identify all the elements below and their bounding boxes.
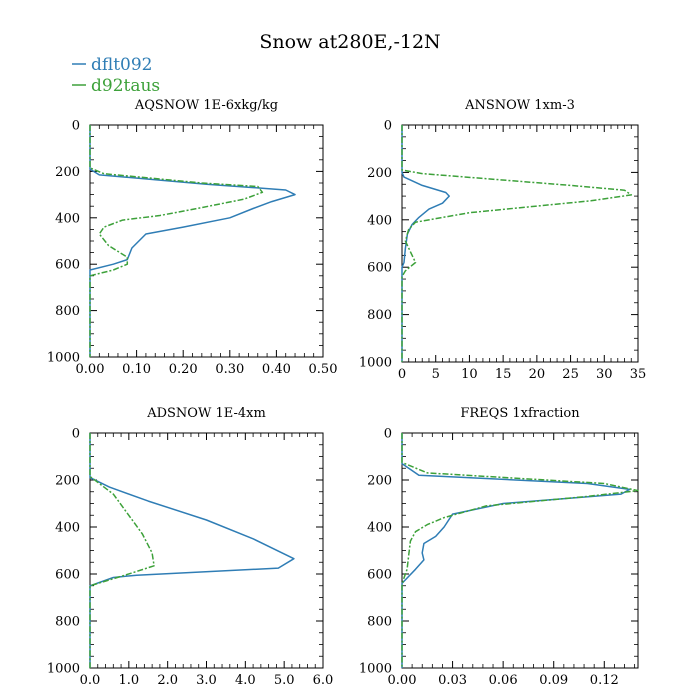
series-line-d92taus [401,125,633,362]
series-line-dflt092 [89,433,295,668]
y-tick-label: 0 [384,119,392,134]
y-tick-label: 1000 [359,356,392,371]
x-tick-label: 0.0 [80,673,101,688]
y-tick-label: 800 [367,615,392,630]
panel-title: ANSNOW 1xm-3 [464,98,575,113]
x-tick-label: 10 [461,367,478,382]
y-tick-label: 200 [55,474,80,489]
y-tick-label: 400 [367,213,392,228]
panel-title: AQSNOW 1E-6xkg/kg [134,98,278,113]
x-tick-label: 0.12 [590,673,619,688]
x-tick-label: 0.06 [489,673,518,688]
y-tick-label: 800 [55,304,80,319]
x-tick-label: 4.0 [235,673,256,688]
x-tick-label: 0.03 [438,673,467,688]
y-tick-label: 1000 [47,351,80,366]
x-tick-label: 5.0 [274,673,295,688]
y-tick-label: 200 [367,166,392,181]
series-line-d92taus [89,433,155,668]
x-tick-label: 3.0 [196,673,217,688]
x-tick-label: 0.30 [215,362,244,377]
x-tick-label: 1.0 [118,673,139,688]
y-tick-label: 200 [55,165,80,180]
plot-frame [89,432,324,669]
series-line-dflt092 [401,125,450,362]
y-tick-label: 0 [72,427,80,442]
y-tick-label: 400 [55,211,80,226]
plot-frame [401,124,639,363]
x-tick-label: 0 [398,367,406,382]
x-tick-label: 6.0 [313,673,334,688]
x-tick-label: 30 [596,367,613,382]
x-tick-label: 0.40 [262,362,291,377]
series-line-d92taus [89,125,264,357]
series-line-d92taus [401,433,639,668]
y-tick-label: 400 [367,521,392,536]
legend-label-dflt092: dflt092 [91,55,153,75]
y-tick-label: 1000 [359,662,392,677]
y-tick-label: 400 [55,521,80,536]
series-line-dflt092 [401,433,631,668]
y-tick-label: 800 [367,308,392,323]
y-tick-label: 600 [367,568,392,583]
legend: dflt092 d92taus [72,55,160,96]
x-tick-label: 2.0 [157,673,178,688]
y-tick-label: 1000 [47,662,80,677]
x-tick-label: 0.10 [122,362,151,377]
legend-label-d92taus: d92taus [91,76,160,96]
x-tick-label: 15 [495,367,512,382]
panel-2: ANSNOW 1xm-3 0 200 400 600 800 1000 0 5 10 15 20 25 3… [359,98,646,382]
x-tick-label: 0.50 [309,362,338,377]
x-tick-label: 35 [630,367,647,382]
y-tick-label: 600 [55,568,80,583]
x-tick-label: 5 [432,367,440,382]
y-tick-label: 800 [55,615,80,630]
plot-frame [89,124,324,358]
series-line-dflt092 [89,125,296,357]
x-tick-label: 0.00 [388,673,417,688]
y-tick-label: 600 [367,261,392,276]
figure-title: Snow at280E,-12N [259,31,440,53]
y-tick-label: 600 [55,258,80,273]
x-tick-label: 0.20 [169,362,198,377]
x-tick-label: 0.00 [76,362,105,377]
x-tick-label: 20 [529,367,546,382]
y-tick-label: 200 [367,474,392,489]
x-tick-label: 0.09 [539,673,568,688]
panel-title: FREQS 1xfraction [460,406,580,421]
panel-title: ADSNOW 1E-4xm [146,406,266,421]
y-tick-label: 0 [384,427,392,442]
x-tick-label: 25 [562,367,579,382]
y-tick-label: 0 [72,119,80,134]
plot-frame [401,432,639,669]
